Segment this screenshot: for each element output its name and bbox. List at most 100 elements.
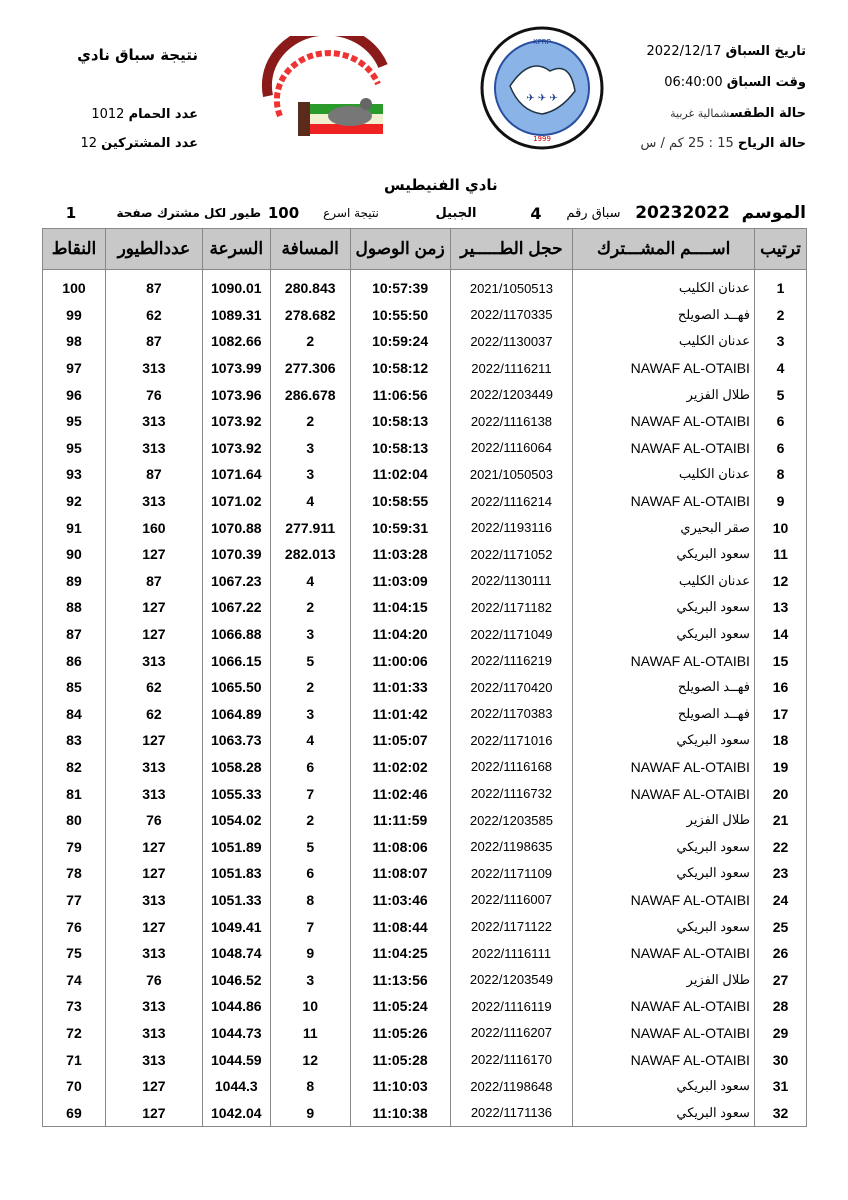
cell-participant: سعود البريكي: [572, 833, 755, 861]
cell-birds: 76: [104, 806, 203, 834]
svg-text:1999: 1999: [533, 135, 551, 143]
cell-points: 95: [42, 407, 106, 435]
cell-distance: 10: [269, 993, 351, 1020]
cell-ring: 2022/1171109: [449, 860, 574, 887]
cell-ring: 2022/1116064: [449, 434, 574, 462]
table-row: 93 87 1071.64 3 11:02:04 2021/1050503 عدنان ال…: [42, 461, 808, 488]
col-points: النقاط: [42, 228, 106, 270]
cell-birds: 313: [104, 407, 203, 435]
pigeon-count: عدد الحمام 1012: [91, 107, 198, 122]
cell-ring: 2022/1203585: [449, 806, 574, 834]
cell-arrival-time: 10:59:24: [349, 328, 451, 355]
table-row: 71 313 1044.59 12 11:05:28 2022/1116170 NAWAF …: [42, 1046, 808, 1073]
cell-arrival-time: 11:08:07: [349, 860, 451, 887]
cell-points: 70: [42, 1072, 106, 1100]
cell-distance: 6: [269, 860, 351, 887]
cell-birds: 127: [104, 727, 203, 754]
race-time: وقت السباق 06:40:00: [664, 75, 806, 90]
cell-speed: 1055.33: [201, 780, 271, 807]
cell-distance: 2: [269, 673, 351, 701]
cell-points: 78: [42, 860, 106, 887]
cell-birds: 62: [104, 700, 203, 728]
cell-participant: سعود البريكي: [572, 913, 755, 940]
cell-points: 80: [42, 806, 106, 834]
cell-rank: 2: [753, 301, 808, 329]
result-count: 100: [267, 204, 300, 222]
col-distance: المسافة: [269, 228, 351, 270]
cell-speed: 1082.66: [201, 328, 271, 355]
cell-arrival-time: 11:05:26: [349, 1019, 451, 1047]
cell-ring: 2022/1116219: [449, 647, 574, 674]
cell-points: 97: [42, 354, 106, 382]
cell-participant: سعود البريكي: [572, 620, 755, 648]
cell-distance: 2: [269, 594, 351, 621]
cell-speed: 1065.50: [201, 673, 271, 701]
cell-rank: 4: [753, 354, 808, 382]
cell-speed: 1054.02: [201, 806, 271, 834]
table-row: 78 127 1051.83 6 11:08:07 2022/1171109 سعود ال…: [42, 860, 808, 887]
cell-birds: 127: [104, 1099, 203, 1128]
cell-ring: 2021/1050513: [449, 275, 574, 302]
col-ring: حجل الطـــــير: [449, 228, 574, 270]
cell-ring: 2022/1116214: [449, 487, 574, 515]
cell-ring: 2022/1193116: [449, 514, 574, 541]
table-row: 74 76 1046.52 3 11:13:56 2022/1203549 طلال الف…: [42, 966, 808, 994]
cell-birds: 313: [104, 886, 203, 914]
cell-distance: 6: [269, 753, 351, 781]
cell-ring: 2022/1171052: [449, 540, 574, 568]
cell-participant: عدنان الكليب: [572, 461, 755, 488]
cell-arrival-time: 11:10:03: [349, 1072, 451, 1100]
cell-rank: 1: [753, 275, 808, 302]
cell-ring: 2022/1116207: [449, 1019, 574, 1047]
table-row: 80 76 1054.02 2 11:11:59 2022/1203585 طلال الف…: [42, 806, 808, 834]
cell-birds: 87: [104, 275, 203, 302]
cell-distance: 3: [269, 461, 351, 488]
cell-distance: 7: [269, 913, 351, 940]
cell-arrival-time: 11:02:04: [349, 461, 451, 488]
cell-rank: 30: [753, 1046, 808, 1073]
cell-rank: 22: [753, 833, 808, 861]
table-row: 100 87 1090.01 280.843 10:57:39 2021/1050513 ع…: [42, 275, 808, 302]
cell-participant: NAWAF AL-OTAIBI: [572, 434, 755, 462]
cell-rank: 13: [753, 594, 808, 621]
cell-birds: 87: [104, 461, 203, 488]
table-row: 77 313 1051.33 8 11:03:46 2022/1116007 NAWAF A…: [42, 886, 808, 914]
cell-speed: 1044.73: [201, 1019, 271, 1047]
table-row: 98 87 1082.66 2 10:59:24 2022/1130037 عدنان ال…: [42, 328, 808, 355]
cell-points: 79: [42, 833, 106, 861]
cell-participant: NAWAF AL-OTAIBI: [572, 647, 755, 674]
cell-arrival-time: 11:04:15: [349, 594, 451, 621]
cell-birds: 62: [104, 301, 203, 329]
cell-arrival-time: 11:11:59: [349, 806, 451, 834]
cell-speed: 1058.28: [201, 753, 271, 781]
cell-rank: 20: [753, 780, 808, 807]
race-location: الجبيل: [435, 205, 477, 221]
cell-distance: 277.911: [269, 514, 351, 541]
table-row: 84 62 1064.89 3 11:01:42 2022/1170383 فهــد ال…: [42, 700, 808, 728]
cell-arrival-time: 11:10:38: [349, 1099, 451, 1128]
cell-speed: 1071.64: [201, 461, 271, 488]
table-row: 81 313 1055.33 7 11:02:46 2022/1116732 NAWAF A…: [42, 780, 808, 807]
cell-arrival-time: 11:02:02: [349, 753, 451, 781]
cell-speed: 1073.99: [201, 354, 271, 382]
cell-speed: 1044.86: [201, 993, 271, 1020]
table-row: 89 87 1067.23 4 11:03:09 2022/1130111 عدنان ال…: [42, 567, 808, 595]
cell-ring: 2022/1116732: [449, 780, 574, 807]
cell-ring: 2022/1116138: [449, 407, 574, 435]
cell-arrival-time: 11:06:56: [349, 381, 451, 408]
cell-speed: 1051.83: [201, 860, 271, 887]
cell-speed: 1046.52: [201, 966, 271, 994]
cell-arrival-time: 11:03:28: [349, 540, 451, 568]
cell-arrival-time: 11:02:46: [349, 780, 451, 807]
cell-distance: 9: [269, 939, 351, 967]
cell-ring: 2022/1171049: [449, 620, 574, 648]
cell-arrival-time: 10:58:13: [349, 407, 451, 435]
cell-points: 98: [42, 328, 106, 355]
cell-speed: 1063.73: [201, 727, 271, 754]
cell-ring: 2022/1170335: [449, 301, 574, 329]
cell-points: 86: [42, 647, 106, 674]
cell-speed: 1051.33: [201, 886, 271, 914]
table-row: 85 62 1065.50 2 11:01:33 2022/1170420 فهــد ال…: [42, 673, 808, 701]
table-row: 88 127 1067.22 2 11:04:15 2022/1171182 سعود ال…: [42, 594, 808, 621]
